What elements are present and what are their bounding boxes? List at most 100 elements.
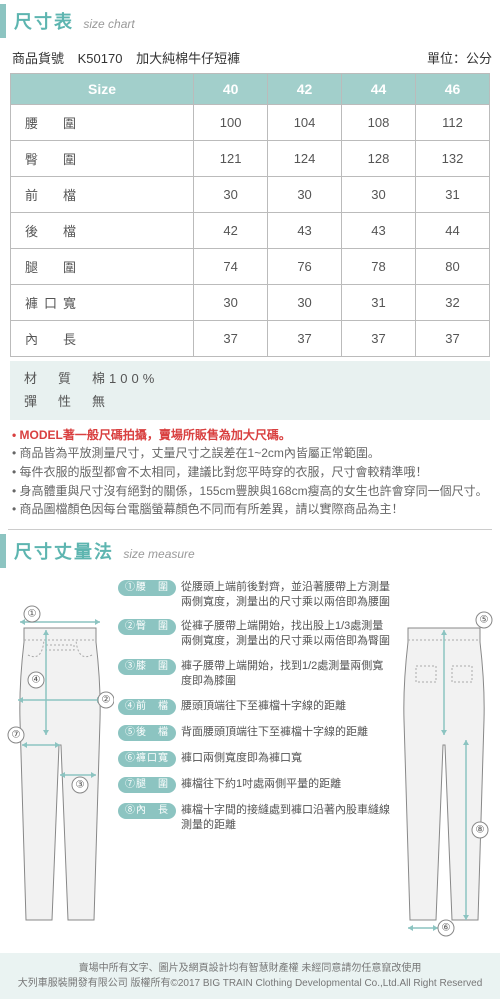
measure-badge: ⑦腿 圍 (118, 777, 176, 793)
note-red: • MODEL著一般尺碼拍攝，賣場所販售為加大尺碼。 (12, 426, 490, 445)
measure-item: ②臀 圍從褲子腰帶上端開始，找出股上1/3處測量兩側寬度，測量出的尺寸乘以兩倍即… (118, 619, 390, 649)
table-row: 前 檔30303031 (11, 177, 490, 213)
table-cell: 37 (194, 321, 268, 357)
table-header-cell: 44 (342, 74, 416, 105)
table-cell: 132 (415, 141, 489, 177)
table-cell: 43 (342, 213, 416, 249)
notes-block: • MODEL著一般尺碼拍攝，賣場所販售為加大尺碼。 • 商品皆為平放測量尺寸，… (0, 420, 500, 527)
measure-text: 褲子腰帶上端開始，找到1/2處測量兩側寬度即為膝圍 (181, 659, 390, 689)
svg-text:④: ④ (32, 674, 41, 685)
svg-text:⑦: ⑦ (12, 729, 21, 740)
measure-text: 褲檔往下約1吋處兩側平量的距離 (181, 777, 390, 793)
table-cell: 42 (194, 213, 268, 249)
footer-line2: 大列車服裝開發有限公司 版權所有©2017 BIG TRAIN Clothing… (6, 976, 494, 991)
measure-item: ④前 檔腰頭頂端往下至褲檔十字線的距離 (118, 699, 390, 715)
measure-badge: ④前 檔 (118, 699, 176, 715)
row-label: 腰 圍 (11, 105, 194, 141)
table-cell: 37 (415, 321, 489, 357)
table-row: 腿 圍74767880 (11, 249, 490, 285)
row-label: 臀 圍 (11, 141, 194, 177)
svg-text:①: ① (28, 608, 37, 619)
measure-badge: ⑥褲口寬 (118, 751, 176, 767)
product-label: 商品貨號 (12, 51, 64, 66)
product-code: K50170 (78, 51, 123, 66)
table-cell: 80 (415, 249, 489, 285)
table-row: 後 檔42434344 (11, 213, 490, 249)
table-cell: 78 (342, 249, 416, 285)
measure-badge: ②臀 圍 (118, 619, 176, 635)
row-label: 內 長 (11, 321, 194, 357)
table-header-cell: Size (11, 74, 194, 105)
table-cell: 74 (194, 249, 268, 285)
measure-text: 腰頭頂端往下至褲檔十字線的距離 (181, 699, 390, 715)
table-cell: 124 (268, 141, 342, 177)
table-header-cell: 40 (194, 74, 268, 105)
measure-text: 褲檔十字間的接縫處到褲口沿著內股車縫線測量的距離 (181, 803, 390, 833)
header-zh: 尺寸表 (14, 12, 74, 32)
svg-text:⑤: ⑤ (480, 614, 489, 625)
row-label: 褲口寬 (11, 285, 194, 321)
measure-badge: ⑤後 檔 (118, 725, 176, 741)
measure-item: ⑦腿 圍褲檔往下約1吋處兩側平量的距離 (118, 777, 390, 793)
table-header-cell: 46 (415, 74, 489, 105)
measure-text: 背面腰頭頂端往下至褲檔十字線的距離 (181, 725, 390, 741)
table-row: 褲口寬30303132 (11, 285, 490, 321)
note-item: • 身高體重與尺寸沒有絕對的關係，155cm豐腴與168cm瘦高的女生也許會穿同… (12, 482, 490, 501)
table-cell: 30 (194, 177, 268, 213)
measure-item: ⑤後 檔背面腰頭頂端往下至褲檔十字線的距離 (118, 725, 390, 741)
material-block: 材 質 棉100% 彈 性 無 (10, 361, 490, 420)
measure-text: 從腰頭上端前後對齊，並沿著腰帶上方測量兩側寬度，測量出的尺寸乘以兩倍即為腰圍 (181, 580, 390, 610)
header-en: size chart (83, 17, 134, 31)
table-cell: 31 (342, 285, 416, 321)
measure-text: 從褲子腰帶上端開始，找出股上1/3處測量兩側寬度，測量出的尺寸乘以兩倍即為臀圍 (181, 619, 390, 649)
table-cell: 43 (268, 213, 342, 249)
footer-line1: 賣場中所有文字、圖片及網頁設計均有智慧財產權 未經同意請勿任意竄改使用 (6, 961, 494, 976)
unit-label: 單位：公分 (427, 48, 492, 67)
svg-text:②: ② (102, 694, 111, 705)
measure-badge: ⑧內 長 (118, 803, 176, 819)
table-cell: 30 (194, 285, 268, 321)
svg-text:③: ③ (76, 779, 85, 790)
table-cell: 30 (268, 177, 342, 213)
measure-item: ⑧內 長褲檔十字間的接縫處到褲口沿著內股車縫線測量的距離 (118, 803, 390, 833)
elastic-line: 彈 性 無 (24, 390, 476, 413)
table-cell: 32 (415, 285, 489, 321)
table-cell: 76 (268, 249, 342, 285)
product-name: 加大純棉牛仔短褲 (136, 51, 240, 66)
size-table: Size40424446 腰 圍100104108112臀 圍121124128… (10, 73, 490, 357)
measure-item: ①腰 圍從腰頭上端前後對齊，並沿著腰帶上方測量兩側寬度，測量出的尺寸乘以兩倍即為… (118, 580, 390, 610)
svg-text:⑥: ⑥ (442, 922, 451, 933)
front-pants-diagram: ① ② ③ ④ ⑦ (6, 580, 114, 943)
product-info-row: 商品貨號 K50170 加大純棉牛仔短褲 單位：公分 (0, 44, 500, 73)
header2-zh: 尺寸丈量法 (14, 542, 114, 562)
measure-badge: ①腰 圍 (118, 580, 176, 596)
note-item: • 每件衣服的版型都會不太相同，建議比對您平時穿的衣服，尺寸會較精準哦！ (12, 463, 490, 482)
table-row: 腰 圍100104108112 (11, 105, 490, 141)
table-cell: 128 (342, 141, 416, 177)
table-cell: 30 (342, 177, 416, 213)
header2-en: size measure (123, 547, 194, 561)
table-row: 臀 圍121124128132 (11, 141, 490, 177)
measure-item: ⑥褲口寬褲口兩側寬度即為褲口寬 (118, 751, 390, 767)
measure-descriptions: ①腰 圍從腰頭上端前後對齊，並沿著腰帶上方測量兩側寬度，測量出的尺寸乘以兩倍即為… (114, 580, 394, 943)
table-cell: 44 (415, 213, 489, 249)
table-cell: 37 (268, 321, 342, 357)
row-label: 前 檔 (11, 177, 194, 213)
table-cell: 121 (194, 141, 268, 177)
table-row: 內 長37373737 (11, 321, 490, 357)
size-measure-header: 尺寸丈量法 size measure (0, 534, 500, 568)
table-cell: 31 (415, 177, 489, 213)
measure-item: ③膝 圍褲子腰帶上端開始，找到1/2處測量兩側寬度即為膝圍 (118, 659, 390, 689)
measure-section: ① ② ③ ④ ⑦ ①腰 圍從腰頭上端前後對齊，並沿著腰帶上方測量兩側寬度，測量… (0, 574, 500, 953)
table-cell: 30 (268, 285, 342, 321)
table-cell: 112 (415, 105, 489, 141)
row-label: 後 檔 (11, 213, 194, 249)
svg-text:⑧: ⑧ (476, 824, 485, 835)
table-cell: 37 (342, 321, 416, 357)
table-cell: 104 (268, 105, 342, 141)
table-cell: 108 (342, 105, 416, 141)
note-item: • 商品皆為平放測量尺寸，丈量尺寸之誤差在1~2cm內皆屬正常範圍。 (12, 444, 490, 463)
back-pants-diagram: ⑤ ⑧ ⑥ (394, 580, 494, 943)
table-header-cell: 42 (268, 74, 342, 105)
divider (8, 529, 492, 530)
